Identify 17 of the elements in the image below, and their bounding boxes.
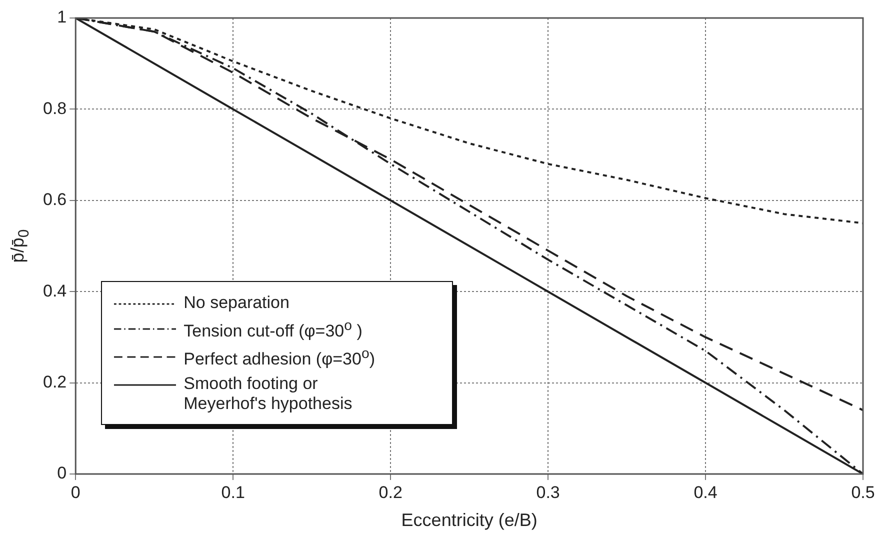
legend-label: Perfect adhesion (φ=30$^{o}$) (184, 346, 375, 369)
y-tick-label: 1 (57, 8, 67, 27)
y-tick-label: 0.6 (42, 190, 67, 210)
legend-label: Smooth footing or Meyerhof's hypothesis (184, 374, 352, 414)
y-tick-label: 0.4 (42, 281, 67, 300)
x-tick-label: 0.3 (536, 482, 560, 502)
x-tick-label: 0 (70, 482, 80, 502)
x-tick-label: 0.4 (694, 482, 718, 502)
x-tick-label: 0.2 (378, 482, 402, 502)
legend-label: Tension cut-off (φ=30$^{o}$ ) (184, 318, 362, 341)
y-tick-label: 0.2 (42, 372, 67, 392)
x-axis-title: Eccentricity (e/B) (401, 510, 538, 530)
legend-label: No separation (184, 293, 290, 313)
y-tick-label: 0.8 (42, 98, 67, 118)
x-tick-label: 0.1 (221, 482, 245, 502)
y-tick-label: 0 (57, 464, 67, 483)
x-tick-label: 0.5 (851, 482, 875, 502)
